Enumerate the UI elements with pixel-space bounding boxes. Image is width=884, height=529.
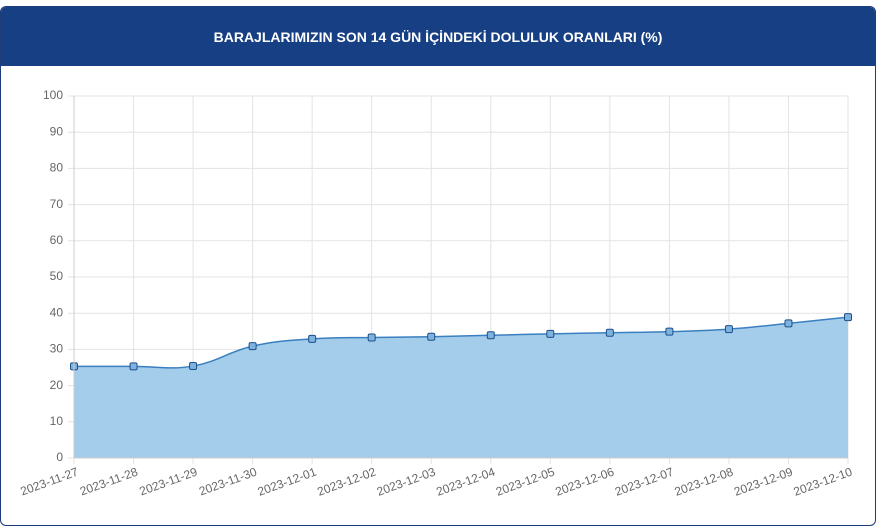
x-tick-label: 2023-11-28 (78, 465, 140, 499)
point (724, 325, 733, 334)
x-tick-label: 2023-12-10 (792, 465, 855, 499)
line (73, 316, 849, 369)
y-tick-label: 40 (50, 305, 64, 319)
point (308, 334, 317, 343)
point (486, 331, 495, 340)
x-tick-label: 2023-12-07 (613, 465, 676, 499)
x-tick-label: 2023-12-02 (315, 465, 378, 499)
x-tick-label: 2023-11-30 (197, 465, 259, 499)
y-tick-label: 20 (50, 378, 64, 392)
y-tick-label: 100 (43, 88, 63, 102)
x-tick-label: 2023-11-27 (18, 465, 80, 499)
point (129, 362, 138, 371)
y-tick-label: 70 (50, 197, 64, 211)
point (784, 319, 793, 328)
x-tick-label: 2023-12-05 (494, 465, 557, 499)
point (665, 327, 674, 336)
x-tick-label: 2023-12-04 (434, 465, 497, 499)
chart-title: BARAJLARIMIZIN SON 14 GÜN İÇİNDEKİ DOLUL… (1, 7, 875, 66)
x-tick-label: 2023-12-09 (732, 465, 795, 499)
x-tick-label: 2023-12-03 (375, 465, 438, 499)
point (546, 329, 555, 338)
y-tick-label: 60 (50, 233, 64, 247)
point (427, 332, 436, 341)
point (189, 362, 198, 371)
y-tick-label: 0 (56, 450, 63, 464)
y-tick-label: 80 (50, 161, 64, 175)
y-tick-label: 30 (50, 342, 64, 356)
point (367, 333, 376, 342)
card: BARAJLARIMIZIN SON 14 GÜN İÇİNDEKİ DOLUL… (0, 6, 876, 526)
x-tick-label: 2023-12-08 (673, 465, 736, 499)
point (844, 313, 852, 322)
x-tick-label: 2023-11-29 (138, 465, 200, 499)
area (74, 317, 848, 458)
x-tick-label: 2023-12-01 (256, 465, 319, 499)
y-tick-label: 10 (50, 414, 64, 428)
y-tick-label: 90 (50, 124, 64, 138)
x-tick-label: 2023-12-06 (553, 465, 616, 499)
point (605, 328, 614, 337)
y-tick-label: 50 (50, 269, 64, 283)
point (248, 342, 257, 351)
